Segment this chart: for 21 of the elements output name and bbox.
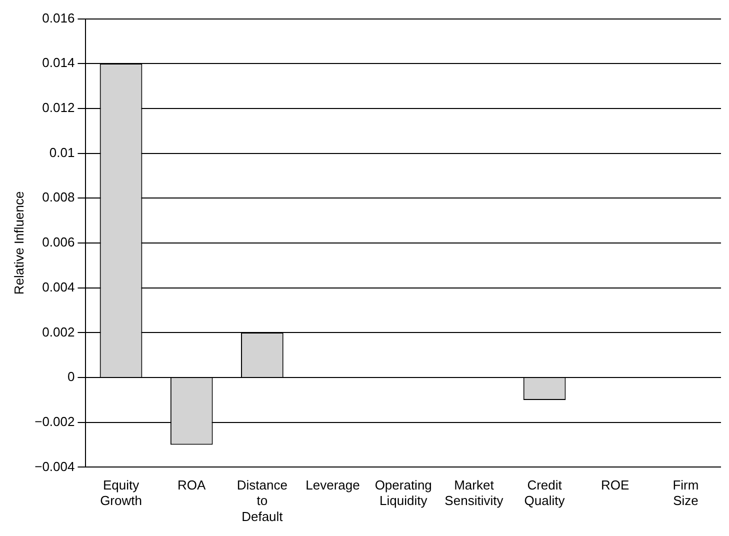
- y-tick-label: −0.002: [34, 414, 75, 429]
- x-tick-label: ROA: [178, 478, 206, 493]
- y-tick-label: 0.014: [42, 55, 75, 70]
- y-tick-label: 0.004: [42, 279, 75, 294]
- x-tick-label: Market Sensitivity: [444, 478, 504, 508]
- y-tick-label: 0.012: [42, 100, 75, 116]
- x-tick-label: Firm Size: [672, 478, 699, 508]
- x-tick-label: Distance to Default: [236, 478, 288, 524]
- y-tick-label: 0: [67, 369, 75, 384]
- y-tick-label: −0.004: [34, 458, 75, 474]
- y-tick-label: 0.008: [42, 190, 75, 205]
- y-tick-label: 0.01: [49, 144, 75, 160]
- y-axis-title: Relative Influence: [11, 191, 26, 295]
- y-tick-label: 0.006: [42, 234, 75, 250]
- x-tick-label: Leverage: [306, 478, 360, 493]
- x-tick-label: Credit Quality: [524, 478, 566, 508]
- x-tick-label: Equity Growth: [100, 478, 142, 508]
- x-tick-label: Operating Liquidity: [374, 478, 432, 508]
- y-tick-label: 0.002: [42, 324, 75, 340]
- x-tick-label: ROE: [601, 478, 630, 493]
- y-tick-label: 0.016: [42, 10, 75, 26]
